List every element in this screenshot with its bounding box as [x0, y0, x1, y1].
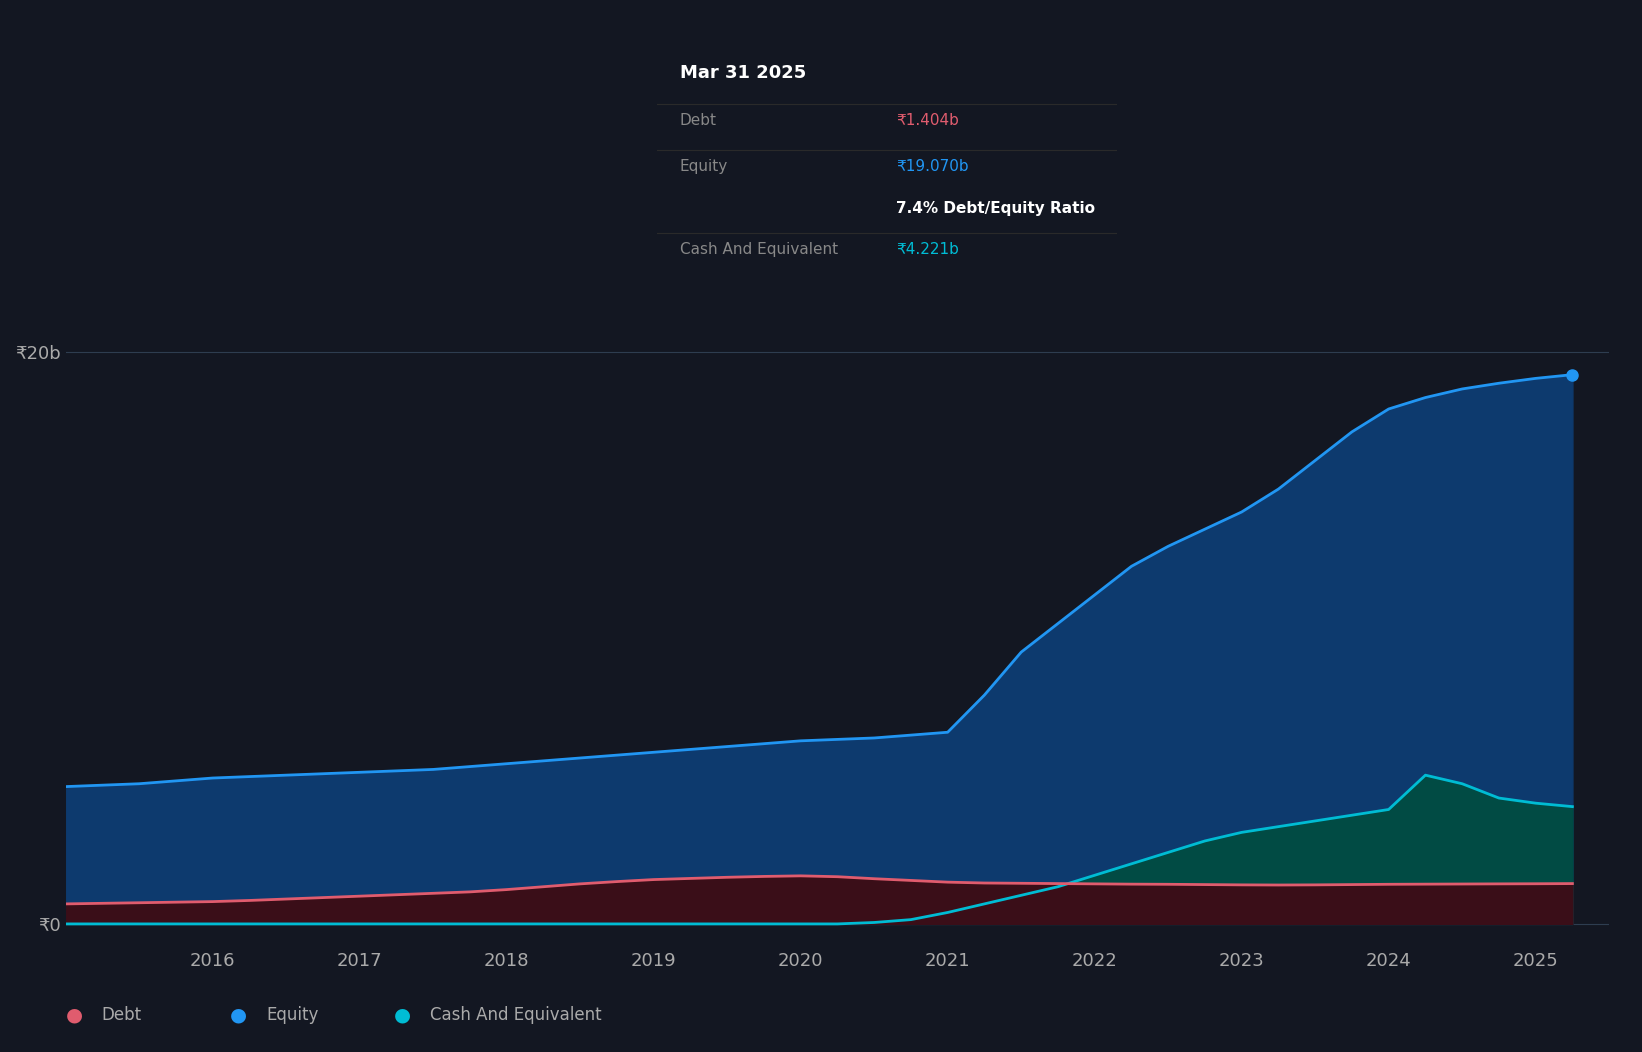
Text: Cash And Equivalent: Cash And Equivalent [430, 1006, 603, 1025]
Text: Equity: Equity [266, 1006, 319, 1025]
Text: ●: ● [230, 1006, 246, 1025]
Text: ₹19.070b: ₹19.070b [897, 159, 969, 174]
Text: Equity: Equity [680, 159, 727, 174]
Text: Debt: Debt [680, 113, 718, 127]
Text: ●: ● [394, 1006, 410, 1025]
Text: 7.4% Debt/Equity Ratio: 7.4% Debt/Equity Ratio [897, 201, 1095, 216]
Text: ●: ● [66, 1006, 82, 1025]
Text: Debt: Debt [102, 1006, 141, 1025]
Text: ₹4.221b: ₹4.221b [897, 242, 959, 258]
Text: ₹1.404b: ₹1.404b [897, 113, 959, 127]
Text: Cash And Equivalent: Cash And Equivalent [680, 242, 837, 258]
Text: Mar 31 2025: Mar 31 2025 [680, 64, 806, 82]
